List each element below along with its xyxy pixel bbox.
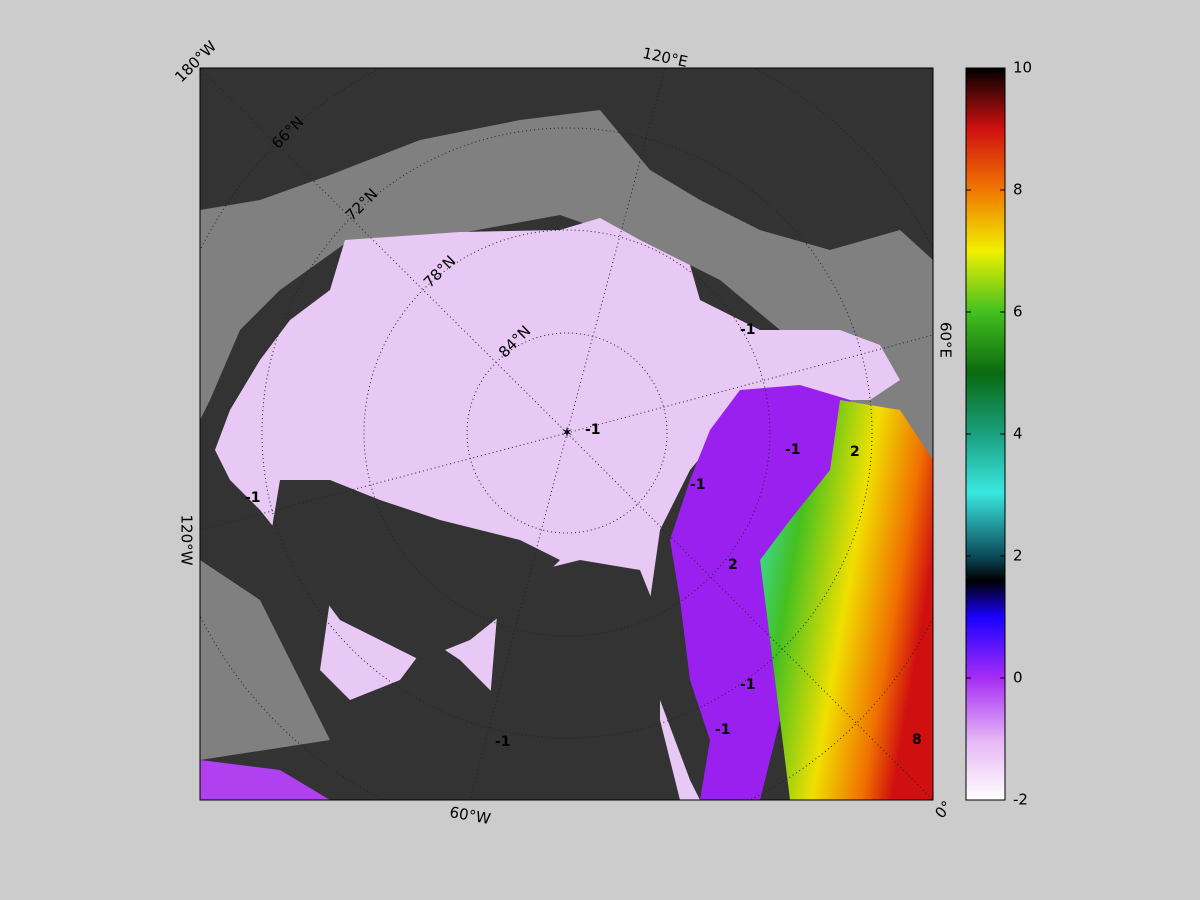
longitude-label: 120°W [178, 515, 196, 566]
ice-shelf [200, 110, 933, 470]
contour-label: -1 [715, 722, 731, 738]
colorbar-tick-label: -2 [1013, 791, 1028, 809]
graticule [200, 68, 933, 800]
pole-marker: ✶ [561, 424, 574, 442]
longitude-label: 0° [931, 797, 956, 822]
sea-cold [215, 218, 900, 800]
contour-label: 2 [850, 444, 860, 460]
colorbar-tick-label: 0 [1013, 669, 1023, 687]
map-area: ✶ -1 -1 -1 -1 -1 -1 -1 2 2 8 -1 [200, 68, 933, 800]
ice-shelf [200, 560, 330, 760]
contour-label: -1 [495, 734, 511, 750]
contour-label: -1 [585, 422, 601, 438]
colorbar-tick-label: 4 [1013, 425, 1023, 443]
contour-label: 8 [912, 732, 922, 748]
longitude-label: 60°E [937, 322, 955, 358]
contour-label: -1 [245, 490, 261, 506]
colorbar [965, 67, 1006, 801]
contour-label: -1 [785, 442, 801, 458]
contour-label: -1 [740, 322, 756, 338]
contour-label: -1 [690, 477, 706, 493]
sea-cool [670, 385, 870, 800]
land [270, 480, 560, 660]
sea-cool [200, 760, 330, 800]
land [490, 560, 680, 800]
colorbar-tick-label: 6 [1013, 303, 1023, 321]
map-frame [199, 67, 934, 801]
contour-label: -1 [740, 677, 756, 693]
longitude-label: 120°E [641, 44, 689, 71]
sea-warm [760, 400, 933, 800]
colorbar-tick-label: 8 [1013, 181, 1023, 199]
colorbar-tick-label: 2 [1013, 547, 1023, 565]
contour-label: 2 [728, 557, 738, 573]
longitude-label: 60°W [448, 803, 492, 828]
colorbar-tick-label: 10 [1013, 59, 1032, 77]
